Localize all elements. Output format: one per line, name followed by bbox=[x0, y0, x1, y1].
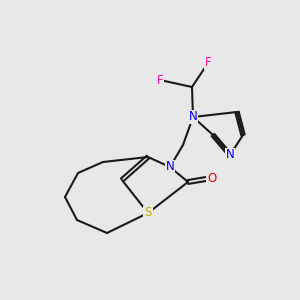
Text: F: F bbox=[157, 74, 163, 86]
Text: S: S bbox=[144, 206, 152, 220]
Text: O: O bbox=[207, 172, 217, 184]
Text: N: N bbox=[166, 160, 174, 173]
Text: N: N bbox=[189, 110, 197, 124]
Text: F: F bbox=[205, 56, 211, 70]
Text: N: N bbox=[226, 148, 234, 161]
